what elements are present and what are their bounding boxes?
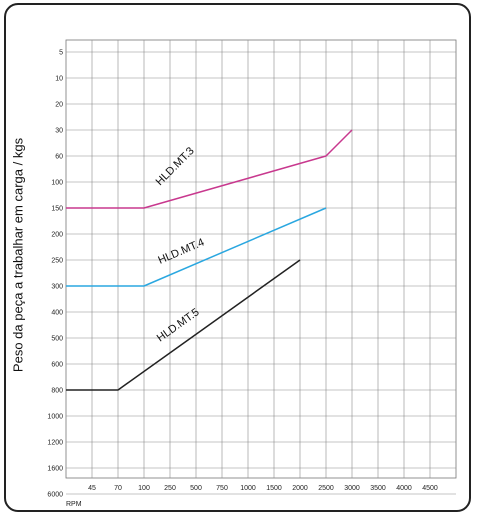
series-layer	[66, 129, 353, 391]
series-line-hld-mt-4	[66, 207, 327, 287]
y-tick-label: 300	[51, 284, 63, 291]
x-tick-label: 4500	[422, 485, 438, 492]
series-line-hld-mt-3	[66, 129, 353, 209]
y-tick-label: 5	[59, 50, 63, 57]
x-tick-label: 45	[88, 485, 96, 492]
x-tick-label: 1500	[266, 485, 282, 492]
grid-layer	[65, 39, 457, 495]
y-tick-label: 60	[55, 154, 63, 161]
y-tick-label: 6000	[47, 492, 63, 499]
y-tick-label: 200	[51, 232, 63, 239]
y-tick-label: 1000	[47, 414, 63, 421]
x-tick-label: 70	[114, 485, 122, 492]
plot-border	[65, 39, 457, 479]
y-tick-label: 1600	[47, 466, 63, 473]
x-axis-title: RPM	[66, 501, 82, 508]
x-tick-label: 250	[164, 485, 176, 492]
y-tick-label: 100	[51, 180, 63, 187]
y-tick-label: 800	[51, 388, 63, 395]
tick-layer: 45 70 100 250 500 750 1000 1500 2000 2500 3000 3500…	[47, 50, 437, 499]
x-tick-label: 750	[216, 485, 228, 492]
chart-frame	[4, 3, 471, 512]
y-tick-label: 10	[55, 76, 63, 83]
y-tick-label: 20	[55, 102, 63, 109]
x-tick-label: 100	[138, 485, 150, 492]
x-tick-label: 2500	[318, 485, 334, 492]
y-tick-label: 250	[51, 258, 63, 265]
y-tick-label: 500	[51, 336, 63, 343]
y-tick-label: 600	[51, 362, 63, 369]
y-tick-label: 150	[51, 206, 63, 213]
series-label-hld-mt-3: HLD.MT.3	[154, 145, 197, 188]
y-tick-label: 30	[55, 128, 63, 135]
y-tick-label: 400	[51, 310, 63, 317]
y-tick-label: 1200	[47, 440, 63, 447]
x-tick-label: 3000	[344, 485, 360, 492]
series-line-hld-mt-5	[66, 259, 301, 391]
x-tick-label: 3500	[370, 485, 386, 492]
x-tick-label: 1000	[240, 485, 256, 492]
x-tick-label: 2000	[292, 485, 308, 492]
x-tick-label: 500	[190, 485, 202, 492]
x-tick-label: 4000	[396, 485, 412, 492]
